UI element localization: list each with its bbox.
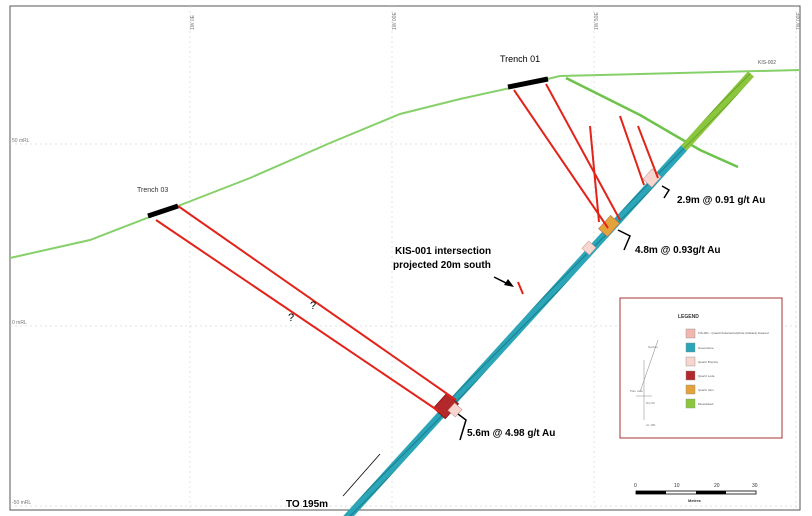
bracket-middle (617, 229, 631, 251)
vein-lines (155, 83, 659, 413)
topography-line (9, 69, 801, 259)
grid-tick-top-4: 1W 00E (796, 12, 802, 30)
legend-inset-text-4: Az 180 (646, 423, 656, 427)
legend-title: LEGEND (678, 314, 699, 320)
legend: LEGEND Section Plan view Dip 50 Az 180 K… (619, 297, 783, 439)
scale-unit: Metres (688, 498, 702, 503)
trench-03-label: Trench 03 (137, 187, 168, 194)
to-195m-leader (342, 453, 381, 497)
legend-swatch-3 (685, 356, 696, 367)
legend-swatch-6 (685, 398, 696, 409)
projection-arrowhead (504, 279, 514, 287)
drillhole-collar-label: KIS-002 (758, 60, 776, 66)
fault-line (565, 76, 739, 169)
scale-tick-30: 30 (752, 483, 758, 489)
intercept-label-middle: 4.8m @ 0.93g/t Au (635, 245, 721, 256)
trench-01-bar (507, 76, 549, 90)
legend-swatch-4 (685, 370, 696, 381)
trench-01-label: Trench 01 (500, 54, 540, 64)
grid-tick-left-2: 0 mRL (12, 320, 27, 326)
intercept-label-upper: 2.9m @ 0.91 g/t Au (677, 195, 765, 206)
legend-swatch-5 (685, 384, 696, 395)
legend-item-3: Quartz Breccia (698, 360, 718, 364)
projection-note-line1: KIS-001 intersection (395, 246, 491, 257)
scale-tick-0: 0 (634, 483, 637, 489)
legend-inset-text-3: Dip 50 (646, 401, 655, 405)
legend-item-4: Quartz Lode (698, 374, 715, 378)
legend-item-6: Mineralised (698, 402, 714, 406)
query-mark-upper: ? (310, 300, 316, 312)
legend-swatch-1 (685, 328, 696, 339)
legend-item-2: Greenstone (698, 346, 714, 350)
scale-tick-10: 10 (674, 483, 680, 489)
legend-inset-text-1: Section (648, 345, 658, 349)
projected-intersection-mark (517, 281, 524, 295)
bracket-upper (661, 185, 671, 199)
bracket-lower (457, 413, 467, 441)
legend-swatch-2 (685, 342, 696, 353)
grid-tick-left-1: 50 mRL (12, 138, 30, 144)
drillhole-green-segment (681, 71, 754, 151)
legend-inset-text-2: Plan view (630, 389, 644, 393)
grid-tick-top-1: 1W 0E (190, 14, 196, 30)
trench-03-bar (147, 203, 179, 219)
grid-tick-left-3: -50 mRL (12, 500, 31, 506)
scale-bar: 0 10 20 30 Metres (634, 483, 758, 503)
to-195m-label: TO 195m (286, 499, 328, 510)
grid-tick-top-2: 1W 00E (392, 12, 398, 30)
intercept-label-lower: 5.6m @ 4.98 g/t Au (467, 428, 555, 439)
legend-item-5: Quartz Vein (698, 388, 714, 392)
grid-tick-top-3: 1W 50E (594, 12, 600, 30)
legend-item-1: KIS-001 - Quartz/Ankerite/sulphide (foli… (698, 331, 769, 335)
grid-lines (10, 6, 800, 510)
projection-note-line2: projected 20m south (393, 260, 491, 271)
drillhole-teal-segment (343, 145, 687, 516)
scale-tick-20: 20 (714, 483, 720, 489)
interval-quartz-breccia-middle (581, 240, 597, 256)
query-mark-lower: ? (288, 312, 294, 324)
